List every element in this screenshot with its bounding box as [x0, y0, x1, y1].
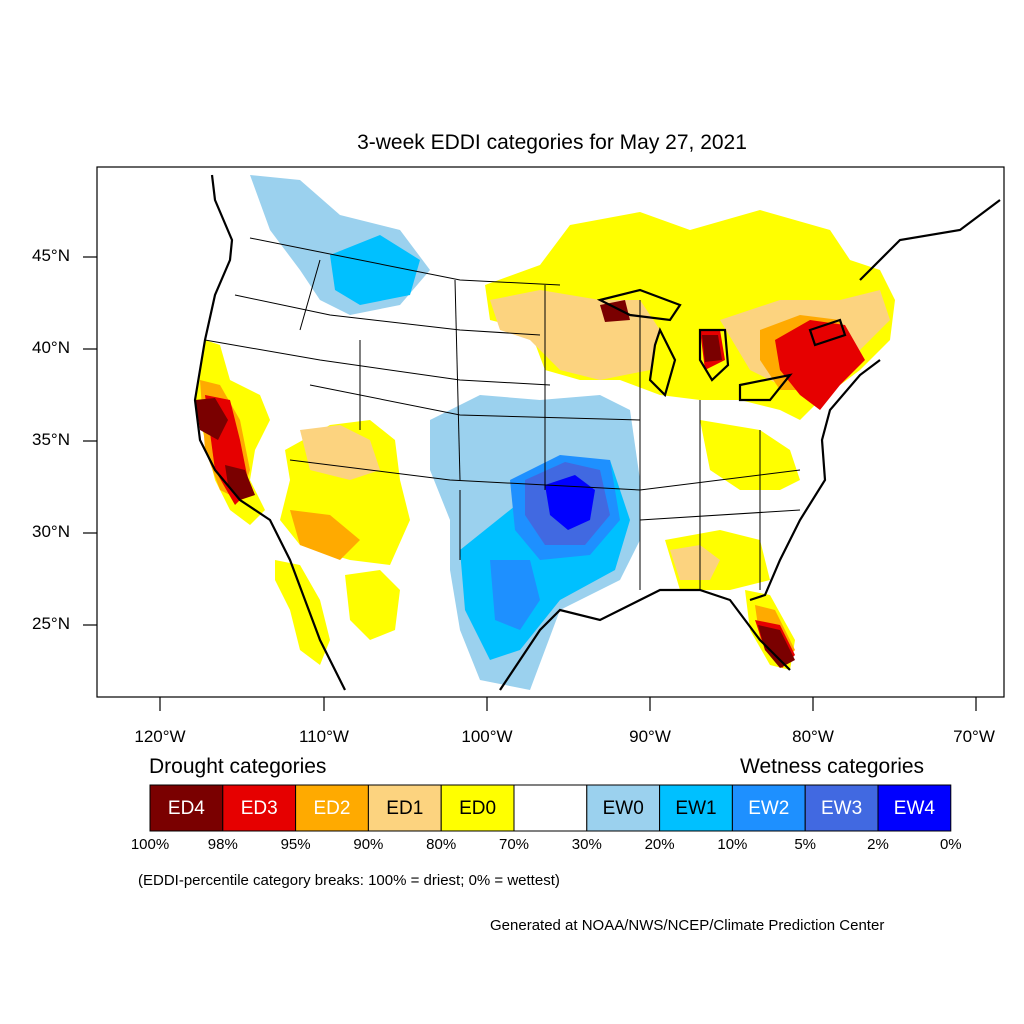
lon-label-70w: 70°W	[953, 727, 995, 746]
legend-label-ew0: EW0	[602, 798, 644, 819]
ed4-california-south	[225, 465, 255, 500]
legend-label-ed4: ED4	[167, 798, 205, 819]
percentile-label: 5%	[794, 836, 817, 853]
lon-label-120w: 120°W	[134, 727, 186, 746]
legend-swatch-ew3	[804, 784, 879, 832]
percentile-label: 20%	[644, 836, 675, 853]
legend-swatch-normal	[513, 784, 588, 832]
drought-categories-heading: Drought categories	[149, 755, 327, 778]
coastlines	[193, 174, 1001, 691]
percentile-label: 98%	[207, 836, 238, 853]
credit-line: Generated at NOAA/NWS/NCEP/Climate Predi…	[490, 917, 885, 934]
ed4-wisconsin	[600, 300, 630, 322]
ed3-northeast	[775, 320, 865, 410]
legend-label-ed3: ED3	[240, 798, 278, 819]
legend-label-ed1: ED1	[386, 798, 424, 819]
percentile-label: 95%	[280, 836, 311, 853]
map-frame	[96, 166, 1005, 698]
lon-label-110w: 110°W	[299, 727, 349, 746]
ew4-regions	[545, 475, 595, 530]
ed4-florida	[758, 625, 795, 668]
ed0-southeast	[700, 420, 800, 490]
ed0-mexico	[345, 570, 400, 640]
ed1-southwest	[300, 425, 380, 480]
eddi-map	[193, 174, 1001, 691]
lon-label-90w: 90°W	[629, 727, 671, 746]
percentile-label: 10%	[717, 836, 748, 853]
percentile-label: 80%	[426, 836, 457, 853]
ew4-south	[545, 475, 595, 530]
ed4-michigan	[702, 335, 722, 362]
lat-label-35: 35°N	[32, 430, 70, 449]
percentile-label: 2%	[867, 836, 889, 853]
ed0-baja	[275, 560, 330, 665]
legend-swatch-ew2	[731, 784, 806, 832]
lat-label-40: 40°N	[32, 338, 70, 357]
lon-label-80w: 80°W	[792, 727, 834, 746]
legend-swatch-ew1	[659, 784, 733, 832]
legend-label-ew2: EW2	[748, 798, 790, 819]
ed4-california-north	[195, 398, 228, 440]
ew2-texas	[490, 560, 540, 630]
percentile-label: 100%	[130, 836, 170, 853]
lon-ticks	[159, 697, 977, 711]
percentile-label: 30%	[571, 836, 602, 853]
lat-label-45: 45°N	[32, 246, 70, 265]
legend-label-ed2: ED2	[313, 798, 351, 819]
state-boundaries	[204, 237, 801, 590]
map-title: 3-week EDDI categories for May 27, 2021	[357, 131, 747, 154]
lat-ticks	[83, 256, 97, 626]
ew1-northwest	[330, 235, 420, 305]
lat-label-25: 25°N	[32, 614, 70, 633]
ed4-regions	[195, 300, 795, 668]
wetness-categories-heading: Wetness categories	[740, 755, 925, 778]
ed1-gulf	[670, 545, 720, 580]
legend-swatch-ed2	[295, 784, 369, 832]
legend-color-bar	[149, 784, 952, 832]
lon-label-100w: 100°W	[461, 727, 513, 746]
legend-swatch-ew4	[877, 784, 952, 832]
percentile-label: 0%	[939, 836, 962, 853]
percentile-label: 90%	[353, 836, 384, 853]
legend-swatch-ed0	[440, 784, 515, 832]
legend-label-ew4: EW4	[893, 798, 935, 819]
ed2-arizona	[290, 510, 360, 560]
legend-label-ew1: EW1	[675, 798, 717, 819]
legend-label-ed0: ED0	[459, 798, 497, 819]
percentile-label: 70%	[498, 836, 530, 853]
legend-note: (EDDI-percentile category breaks: 100% =…	[138, 872, 560, 889]
lat-label-30: 30°N	[32, 522, 70, 541]
legend-label-ew3: EW3	[820, 798, 863, 819]
